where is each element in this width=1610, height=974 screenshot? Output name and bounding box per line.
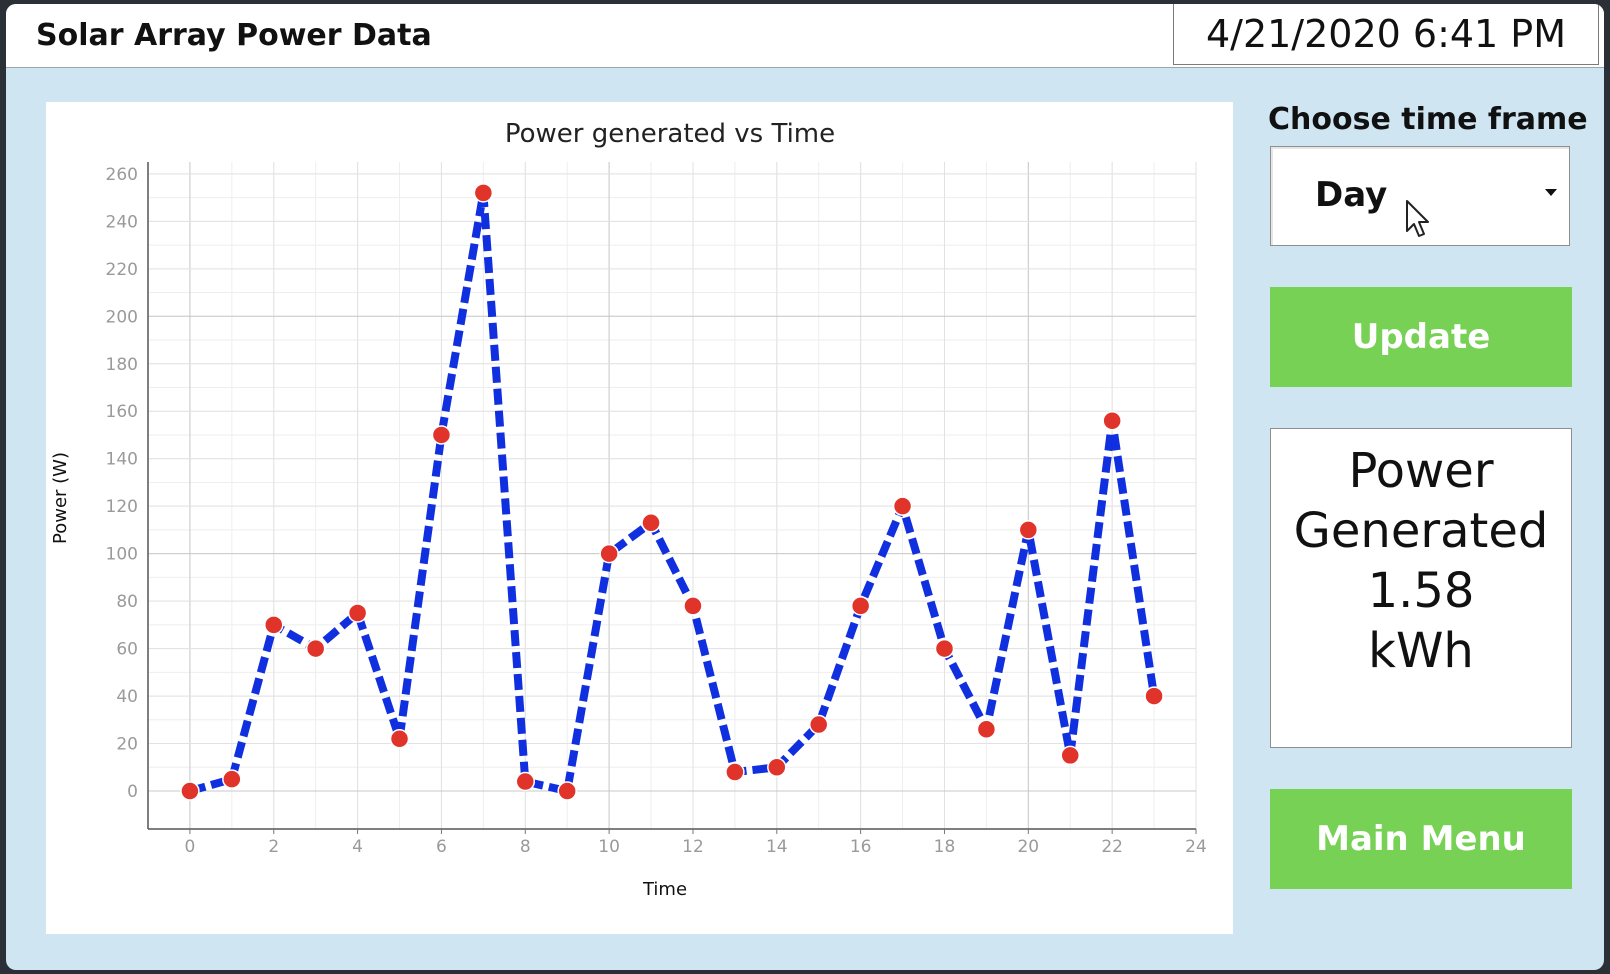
update-button[interactable]: Update — [1270, 287, 1572, 387]
y-tick-label: 260 — [106, 165, 138, 185]
x-tick-label: 10 — [598, 837, 620, 857]
chevron-down-icon[interactable] — [1545, 189, 1557, 196]
timeframe-selected-value: Day — [1315, 175, 1388, 215]
y-tick-label: 180 — [106, 355, 138, 375]
data-point — [515, 771, 536, 792]
data-point — [767, 757, 787, 778]
data-point — [431, 425, 452, 445]
data-point — [389, 729, 410, 749]
data-point — [1144, 686, 1164, 706]
readout-line-1: Power — [1348, 443, 1494, 499]
datetime-display: 4/21/2020 6:41 PM — [1173, 4, 1599, 65]
x-tick-label: 18 — [934, 837, 956, 857]
chart-series — [188, 188, 1159, 796]
chart-y-axis-label: Power (W) — [50, 452, 71, 544]
chart-markers — [180, 183, 1164, 801]
x-tick-label: 16 — [850, 837, 872, 857]
data-point — [683, 596, 703, 616]
app-title: Solar Array Power Data — [36, 18, 432, 53]
power-generated-readout: Power Generated 1.58 kWh — [1270, 428, 1572, 748]
data-point — [473, 183, 494, 203]
series-line — [188, 188, 1159, 796]
data-point — [599, 543, 619, 564]
y-tick-label: 20 — [116, 735, 138, 755]
x-tick-label: 2 — [268, 837, 279, 857]
x-tick-label: 4 — [352, 837, 363, 857]
y-tick-label: 0 — [127, 782, 138, 802]
data-point — [976, 719, 997, 740]
x-tick-label: 20 — [1017, 837, 1039, 857]
power-chart: 0 2 4 6 8 10 12 14 16 18 20 22 24 0 20 40 60 80 100 120 140 1… — [46, 102, 1233, 934]
data-point — [641, 513, 661, 533]
data-point — [347, 603, 368, 623]
y-tick-label: 40 — [116, 687, 138, 707]
y-tick-label: 100 — [106, 545, 138, 565]
data-point — [305, 638, 326, 659]
data-point — [180, 781, 200, 801]
timeframe-dropdown[interactable]: Day — [1270, 146, 1570, 246]
data-point — [892, 496, 913, 516]
x-tick-label: 14 — [766, 837, 788, 857]
x-tick-label: 0 — [185, 837, 196, 857]
chart-axes — [147, 162, 1196, 830]
y-tick-label: 220 — [106, 260, 138, 280]
y-tick-label: 160 — [106, 402, 138, 422]
data-point — [1060, 745, 1080, 766]
data-point — [222, 769, 242, 789]
mouse-cursor-icon — [1406, 200, 1429, 237]
data-point — [934, 638, 955, 659]
readout-unit: kWh — [1368, 623, 1474, 679]
y-tick-label: 80 — [116, 592, 138, 612]
x-tick-label: 12 — [682, 837, 704, 857]
data-point — [808, 714, 829, 735]
readout-value: 1.58 — [1367, 563, 1475, 619]
y-tick-label: 120 — [106, 497, 138, 517]
chart-x-axis-label: Time — [642, 879, 687, 900]
x-tick-label: 22 — [1101, 837, 1123, 857]
x-tick-label: 24 — [1185, 837, 1207, 857]
y-tick-label: 140 — [106, 450, 138, 470]
x-tick-label: 6 — [436, 837, 447, 857]
data-point — [850, 596, 871, 616]
x-tick-label: 8 — [520, 837, 531, 857]
timeframe-label: Choose time frame — [1268, 102, 1588, 137]
data-point — [264, 615, 284, 635]
data-point — [1018, 520, 1039, 540]
main-menu-button[interactable]: Main Menu — [1270, 789, 1572, 889]
data-point — [557, 781, 577, 801]
chart-tick-labels: 0 2 4 6 8 10 12 14 16 18 20 22 240204060801001201401… — [106, 165, 1207, 857]
chart-svg: 0 2 4 6 8 10 12 14 16 18 20 22 240204060801001201401… — [50, 119, 1207, 900]
y-tick-label: 60 — [116, 640, 138, 660]
data-point — [1102, 410, 1122, 431]
app-window: Solar Array Power Data 4/21/2020 6:41 PM… — [6, 4, 1604, 970]
y-tick-label: 200 — [106, 307, 138, 327]
title-bar: Solar Array Power Data 4/21/2020 6:41 PM — [6, 4, 1604, 68]
data-point — [725, 762, 745, 782]
chart-title: Power generated vs Time — [505, 119, 835, 149]
readout-line-2: Generated — [1293, 503, 1549, 559]
y-tick-label: 240 — [106, 212, 138, 232]
chart-grid — [147, 162, 1197, 829]
